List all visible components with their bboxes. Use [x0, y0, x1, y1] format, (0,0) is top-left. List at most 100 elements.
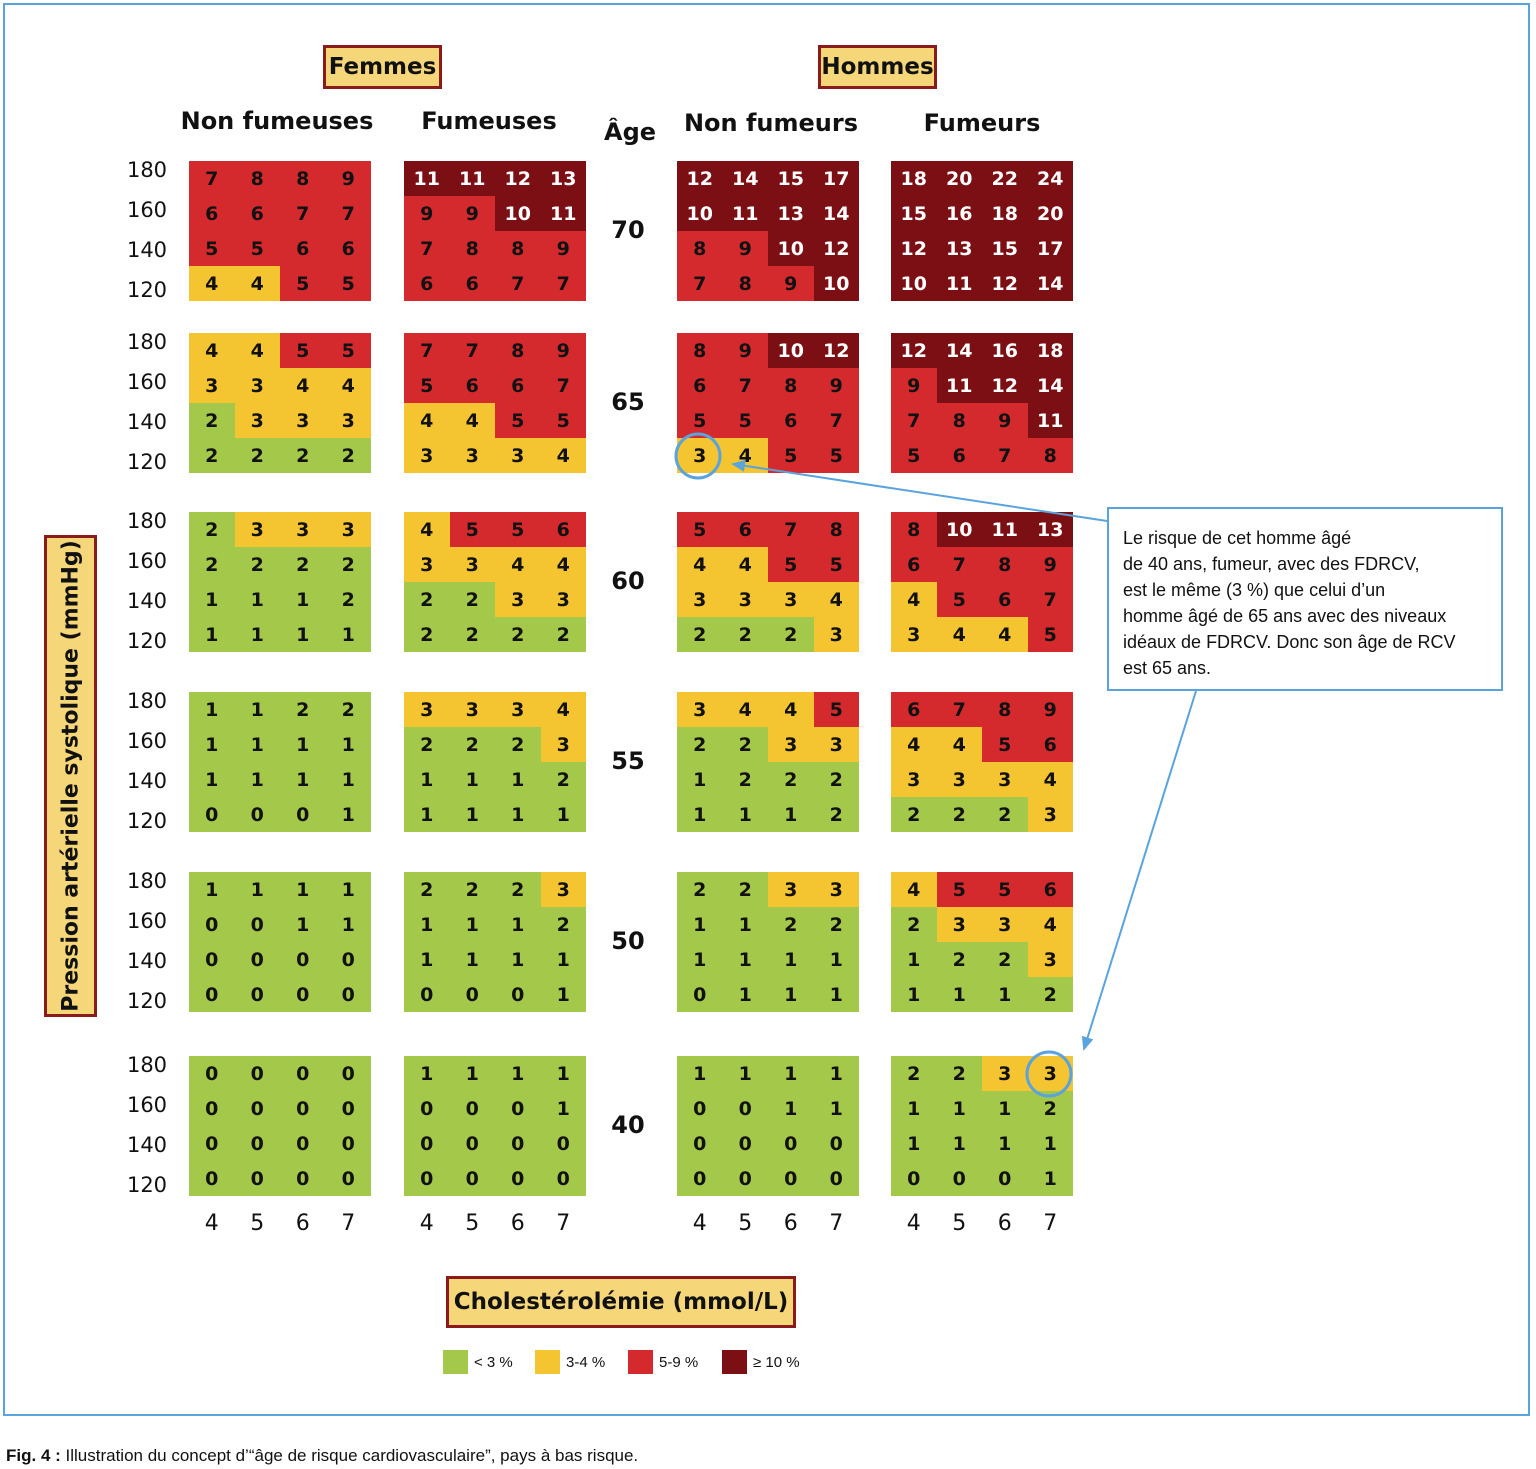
risk-cell: 1	[722, 977, 768, 1012]
caption-label: Fig. 4 :	[6, 1446, 61, 1465]
sbp-tick-label: 160	[126, 370, 168, 394]
risk-cell: 2	[982, 942, 1028, 977]
risk-cell: 10	[495, 196, 541, 231]
annotation-line: Le risque de cet homme âgé	[1123, 528, 1352, 548]
risk-cell: 0	[540, 1126, 586, 1161]
panel-femmes_fumeuses-70: 11 11 12 13 9 9 10 11 7 8 8 9 6 6 7 7	[404, 161, 586, 301]
risk-cell: 3	[189, 368, 235, 403]
risk-cell: 4	[189, 333, 235, 368]
risk-cell: 5	[768, 547, 814, 582]
risk-cell: 2	[280, 692, 326, 727]
sbp-tick-label: 160	[126, 198, 168, 222]
risk-cell: 2	[540, 762, 586, 797]
risk-cell: 8	[982, 547, 1028, 582]
risk-cell: 6	[936, 438, 982, 473]
risk-cell: 5	[891, 438, 937, 473]
risk-cell: 9	[540, 333, 586, 368]
legend-item: 3-4 %	[535, 1350, 605, 1374]
risk-cell: 0	[325, 1161, 371, 1196]
risk-cell: 4	[677, 547, 723, 582]
y-axis-label-text: Pression artérielle systolique (mmHg)	[58, 540, 83, 1012]
risk-cell: 3	[280, 403, 326, 438]
risk-cell: 1	[540, 1091, 586, 1126]
risk-cell: 9	[449, 196, 495, 231]
risk-cell: 4	[234, 266, 280, 301]
risk-cell: 2	[325, 438, 371, 473]
risk-cell: 3	[495, 582, 541, 617]
risk-cell: 5	[722, 403, 768, 438]
risk-cell: 2	[404, 727, 450, 762]
risk-cell: 3	[891, 762, 937, 797]
risk-cell: 1	[540, 797, 586, 832]
cholesterol-tick-label: 5	[952, 1211, 967, 1236]
risk-cell: 12	[891, 231, 937, 266]
risk-cell: 0	[189, 797, 235, 832]
risk-cell: 3	[404, 547, 450, 582]
risk-cell: 4	[540, 692, 586, 727]
annotation-line: est 65 ans.	[1123, 658, 1212, 678]
risk-cell: 3	[677, 582, 723, 617]
cholesterol-tick-label: 6	[997, 1211, 1012, 1236]
risk-cell: 2	[404, 582, 450, 617]
risk-cell: 0	[677, 1091, 723, 1126]
risk-cell: 5	[677, 512, 723, 547]
risk-cell: 1	[404, 942, 450, 977]
risk-cell: 3	[722, 582, 768, 617]
risk-cell: 1	[280, 582, 326, 617]
risk-cell: 7	[189, 161, 235, 196]
risk-cell: 2	[540, 617, 586, 652]
risk-cell: 9	[1027, 547, 1073, 582]
risk-cell: 13	[768, 196, 814, 231]
risk-cell: 8	[936, 403, 982, 438]
risk-cell: 0	[189, 907, 235, 942]
risk-cell: 1	[189, 762, 235, 797]
risk-cell: 0	[234, 1056, 280, 1091]
risk-cell: 6	[280, 231, 326, 266]
risk-cell: 11	[404, 161, 450, 196]
risk-cell: 0	[722, 1161, 768, 1196]
risk-cell: 1	[540, 1056, 586, 1091]
risk-cell: 1	[189, 582, 235, 617]
risk-cell: 9	[325, 161, 371, 196]
risk-cell: 3	[449, 547, 495, 582]
risk-cell: 2	[449, 872, 495, 907]
cholesterol-tick-label: 7	[556, 1211, 571, 1236]
risk-cell: 9	[768, 266, 814, 301]
risk-cell: 4	[891, 582, 937, 617]
risk-cell: 2	[540, 907, 586, 942]
sbp-tick-label: 120	[126, 450, 168, 474]
annotation-line: est le même (3 %) que celui d’un	[1123, 580, 1386, 600]
risk-cell: 1	[449, 942, 495, 977]
risk-cell: 4	[813, 582, 859, 617]
risk-cell: 3	[813, 617, 859, 652]
cholesterol-tick-label: 6	[783, 1211, 798, 1236]
risk-cell: 0	[722, 1126, 768, 1161]
annotation-line: homme âgé de 65 ans avec des niveaux	[1123, 606, 1447, 626]
risk-cell: 11	[982, 512, 1028, 547]
risk-cell: 3	[982, 762, 1028, 797]
risk-cell: 3	[982, 1056, 1028, 1091]
risk-cell: 14	[936, 333, 982, 368]
sbp-tick-label: 120	[126, 989, 168, 1013]
risk-cell: 1	[234, 727, 280, 762]
sbp-tick-label: 120	[126, 809, 168, 833]
sbp-tick-label: 160	[126, 909, 168, 933]
risk-cell: 6	[768, 403, 814, 438]
risk-cell: 5	[234, 231, 280, 266]
risk-cell: 5	[813, 692, 859, 727]
risk-cell: 5	[325, 333, 371, 368]
risk-cell: 12	[891, 333, 937, 368]
risk-cell: 2	[722, 727, 768, 762]
risk-cell: 6	[982, 582, 1028, 617]
risk-cell: 8	[677, 231, 723, 266]
cholesterol-tick-label: 4	[906, 1211, 921, 1236]
risk-cell: 1	[495, 797, 541, 832]
risk-cell: 7	[404, 231, 450, 266]
risk-cell: 4	[495, 547, 541, 582]
risk-cell: 1	[280, 907, 326, 942]
risk-cell: 7	[325, 196, 371, 231]
risk-cell: 3	[813, 727, 859, 762]
risk-cell: 1	[677, 762, 723, 797]
